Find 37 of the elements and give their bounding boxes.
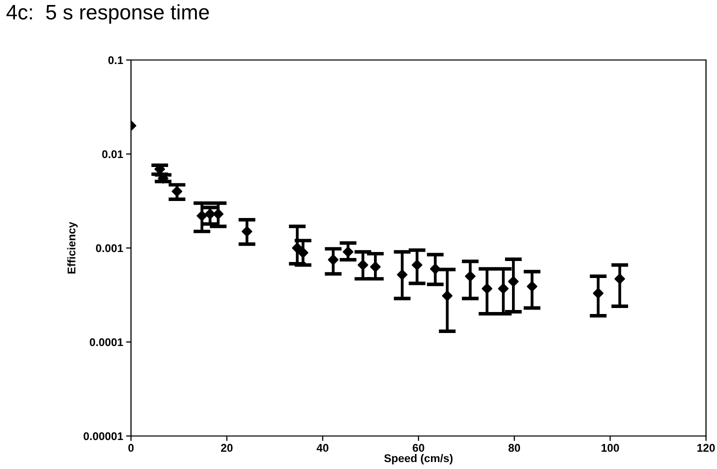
y-tick-label: 0.001 bbox=[96, 244, 124, 252]
x-tick-label: 40 bbox=[316, 444, 328, 452]
point bbox=[196, 210, 208, 222]
point bbox=[172, 186, 182, 197]
x-tick-label: 0 bbox=[128, 444, 134, 452]
point bbox=[614, 274, 626, 284]
point bbox=[242, 226, 252, 237]
point bbox=[412, 260, 422, 270]
point bbox=[430, 264, 441, 274]
point bbox=[498, 283, 509, 294]
x-tick-label: 20 bbox=[221, 444, 233, 452]
point bbox=[396, 269, 408, 280]
x-tick-label: 100 bbox=[602, 444, 619, 452]
point bbox=[370, 262, 381, 272]
point bbox=[592, 288, 604, 299]
point bbox=[298, 247, 308, 258]
y-tick-label: 0.00001 bbox=[84, 432, 124, 440]
x-tick-label: 80 bbox=[508, 444, 520, 452]
point bbox=[204, 208, 216, 220]
point bbox=[342, 246, 354, 258]
x-tick-label: 60 bbox=[412, 444, 424, 452]
y-tick-label: 0.0001 bbox=[90, 338, 124, 346]
chart-title: 4c: 5 s response time bbox=[6, 4, 209, 24]
point bbox=[526, 281, 538, 292]
point bbox=[358, 260, 368, 270]
x-tick-label: 120 bbox=[697, 444, 715, 452]
y-axis-title: Efficiency bbox=[67, 222, 78, 274]
point bbox=[442, 290, 453, 302]
point bbox=[464, 270, 476, 282]
point bbox=[292, 242, 303, 254]
point bbox=[212, 208, 224, 220]
y-tick-label: 0.1 bbox=[108, 56, 124, 64]
x-axis-title: Speed (cm/s) bbox=[384, 454, 453, 464]
y-tick-label: 0.01 bbox=[102, 150, 124, 158]
point bbox=[508, 276, 519, 287]
point bbox=[328, 254, 339, 266]
point bbox=[482, 283, 492, 294]
